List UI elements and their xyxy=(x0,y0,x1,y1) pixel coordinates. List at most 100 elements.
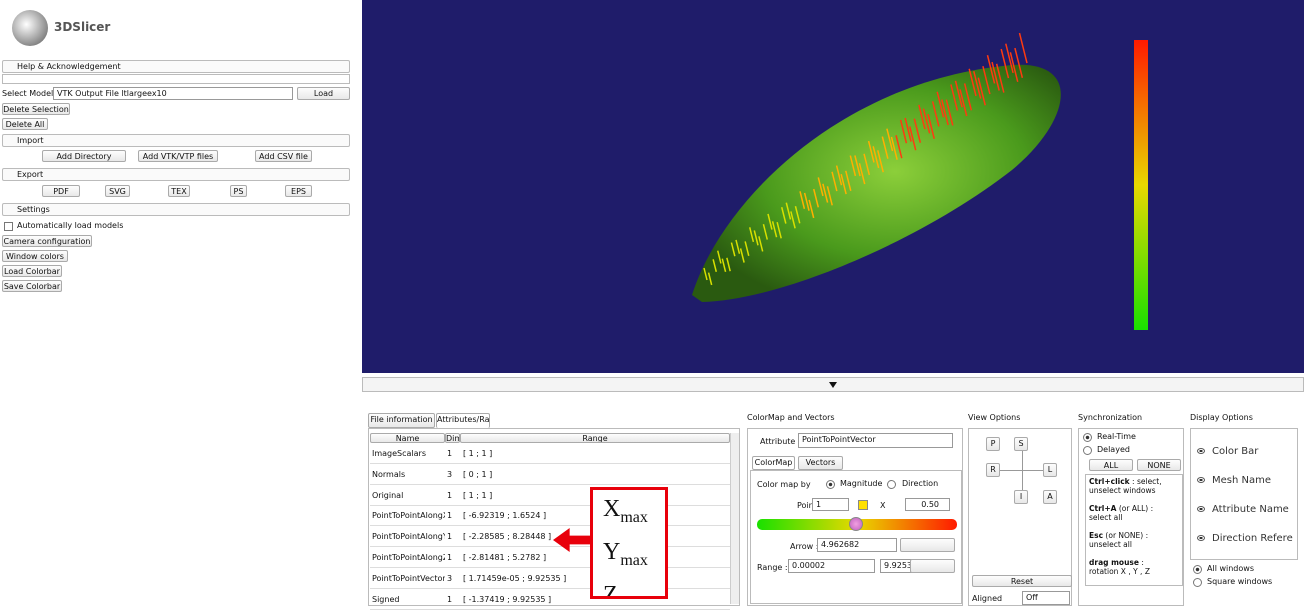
all-button[interactable]: ALL xyxy=(1089,459,1133,471)
table-cell: [ 1 ; 1 ] xyxy=(463,448,729,459)
table-cell: ImageScalars xyxy=(372,448,445,459)
export-bar[interactable]: Export xyxy=(2,168,350,181)
eye-icon[interactable] xyxy=(1197,477,1205,483)
settings-button[interactable]: Load Colorbar xyxy=(2,265,62,277)
tab[interactable]: ColorMap xyxy=(752,456,795,470)
radio-label: Real-Time xyxy=(1097,432,1177,443)
import-bar[interactable]: Import xyxy=(2,134,350,147)
radio-label: Direction xyxy=(902,479,962,490)
import-button[interactable]: Add Directory xyxy=(42,150,126,162)
radio[interactable] xyxy=(1083,446,1092,455)
tab[interactable]: Attributes/Ranges xyxy=(436,413,490,428)
table-cell: 1 xyxy=(447,594,460,605)
collapse-bar[interactable] xyxy=(362,377,1304,393)
range-min-spin[interactable]: 0.00002 xyxy=(788,559,875,573)
radio[interactable] xyxy=(1193,578,1202,587)
axis-letter: X xyxy=(603,496,620,522)
axis-max: Xmax xyxy=(603,492,665,535)
table-row-line xyxy=(370,463,730,464)
point-spin[interactable]: 1 xyxy=(812,498,849,511)
logo-icon xyxy=(12,10,48,46)
none-button[interactable]: NONE xyxy=(1137,459,1181,471)
logo-text: 3DSlicer xyxy=(54,20,134,36)
help-item: drag mouse : rotation X , Y , Z xyxy=(1089,558,1170,576)
settings-bar[interactable]: Settings xyxy=(2,203,350,216)
section-title: View Options xyxy=(968,413,1068,424)
radio[interactable] xyxy=(1083,433,1092,442)
table-cell: PointToPointAlongY xyxy=(372,531,445,542)
import-button[interactable]: Add VTK/VTP files xyxy=(138,150,218,162)
view-button[interactable]: I xyxy=(1014,490,1028,504)
export-button[interactable]: EPS xyxy=(285,185,312,197)
table-row-line xyxy=(370,484,730,485)
export-button[interactable]: PS xyxy=(230,185,247,197)
settings-button[interactable]: Window colors xyxy=(2,250,68,262)
table-cell: 1 xyxy=(447,531,460,542)
settings-button[interactable]: Save Colorbar xyxy=(2,280,62,292)
column-header: Dim xyxy=(445,433,460,443)
eye-icon[interactable] xyxy=(1197,535,1205,541)
column-header: Name xyxy=(370,433,445,443)
display-item: Attribute Name xyxy=(1212,504,1298,517)
tab[interactable]: File information xyxy=(368,413,435,428)
column-header: Range xyxy=(460,433,730,443)
load-button[interactable]: Load xyxy=(297,87,350,100)
help-bar[interactable]: Help & Acknowledgement xyxy=(2,60,350,73)
radio-label: Square windows xyxy=(1207,577,1297,588)
radio[interactable] xyxy=(826,480,835,489)
display-item: Mesh Name xyxy=(1212,475,1298,488)
arrow-label: Arrow : xyxy=(790,542,820,553)
table-row-line xyxy=(370,567,730,568)
model-combo[interactable]: VTK Output File ltlargeex10 xyxy=(53,87,293,100)
table-cell: [ 0 ; 1 ] xyxy=(463,469,729,480)
page: 3DSlicerHelp & AcknowledgementSelect Mod… xyxy=(0,0,1304,616)
display-item: Direction Refere xyxy=(1212,533,1298,546)
aligned-combo[interactable]: Off xyxy=(1022,591,1070,605)
settings-button[interactable]: Camera configuration xyxy=(2,235,92,247)
table-cell: PointToPointAlongZ xyxy=(372,552,445,563)
table-row-line xyxy=(370,525,730,526)
section-title: Display Options xyxy=(1190,413,1300,424)
radio-label: Delayed xyxy=(1097,445,1177,456)
radio[interactable] xyxy=(887,480,896,489)
view-button[interactable]: P xyxy=(986,437,1000,451)
export-button[interactable]: PDF xyxy=(42,185,80,197)
view-button[interactable]: S xyxy=(1014,437,1028,451)
arrow-spin[interactable]: 4.962682 xyxy=(817,538,897,552)
checkbox[interactable] xyxy=(4,222,13,231)
range-button[interactable] xyxy=(910,559,955,573)
eye-icon[interactable] xyxy=(1197,448,1205,454)
view-button[interactable]: R xyxy=(986,463,1000,477)
x-label: X xyxy=(880,501,890,512)
help-item: Ctrl+A (or ALL) : select all xyxy=(1089,504,1170,522)
view-button[interactable]: L xyxy=(1043,463,1057,477)
delete-all-button[interactable]: Delete All xyxy=(2,118,48,130)
delete-selection-button[interactable]: Delete Selection xyxy=(2,103,70,115)
axis-subscript: max xyxy=(618,594,646,599)
table-cell: PointToPointVector xyxy=(372,573,445,584)
help-item: Esc (or NONE) : unselect all xyxy=(1089,531,1170,549)
eye-icon[interactable] xyxy=(1197,506,1205,512)
opacity-spin[interactable]: 0.50 xyxy=(905,498,950,511)
table-cell: Normals xyxy=(372,469,445,480)
tab[interactable]: Vectors xyxy=(798,456,843,470)
axis-subscript: max xyxy=(620,509,648,526)
arrow-button[interactable] xyxy=(900,538,955,552)
export-button[interactable]: SVG xyxy=(105,185,130,197)
help-key: drag mouse xyxy=(1089,558,1139,567)
import-button[interactable]: Add CSV file xyxy=(255,150,312,162)
table-cell: 1 xyxy=(447,510,460,521)
color-swatch[interactable] xyxy=(858,500,868,510)
attribute-combo[interactable]: PointToPointVector xyxy=(798,433,953,448)
table-cell: 1 xyxy=(447,448,460,459)
reset-button[interactable]: Reset xyxy=(972,575,1072,587)
radio[interactable] xyxy=(1193,565,1202,574)
radio-label: All windows xyxy=(1207,564,1297,575)
table-cell: 1 xyxy=(447,552,460,563)
empty-bar xyxy=(2,74,350,84)
gradient-knob[interactable] xyxy=(849,517,863,531)
export-button[interactable]: TEX xyxy=(168,185,190,197)
attribute-label: Attribute : xyxy=(760,437,800,448)
view-button[interactable]: A xyxy=(1043,490,1057,504)
axis-letter: Y xyxy=(603,539,620,565)
